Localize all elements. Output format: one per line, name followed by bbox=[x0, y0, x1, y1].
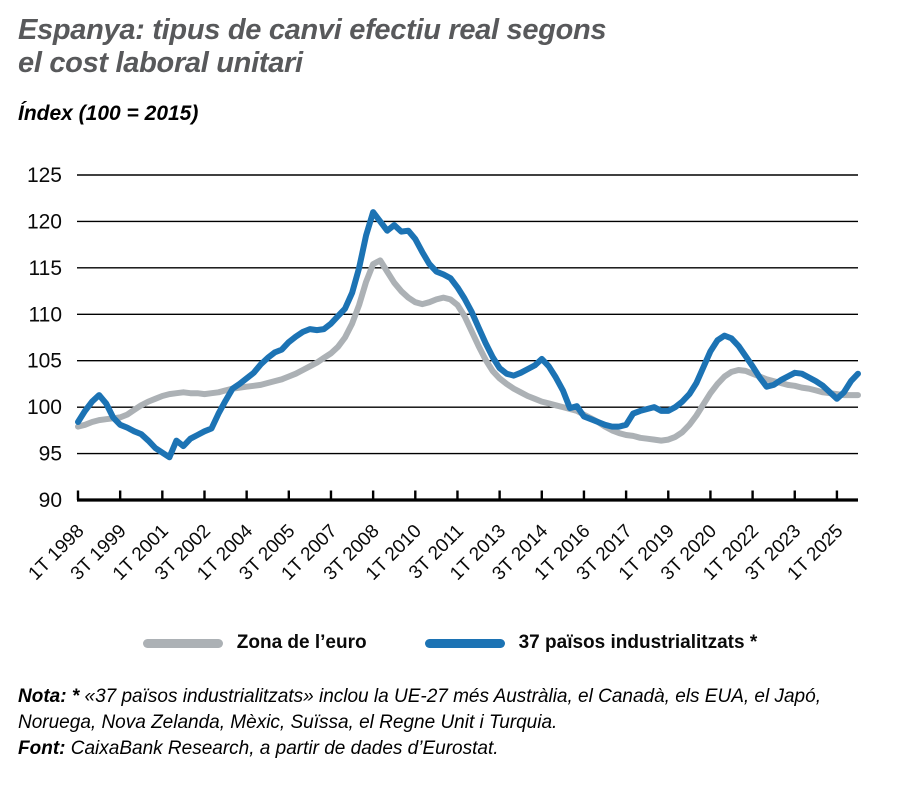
svg-text:105: 105 bbox=[27, 350, 62, 373]
legend-swatch-gray bbox=[142, 638, 223, 648]
legend-item-37-paisos: 37 països industrialitzats * bbox=[424, 632, 758, 654]
chart-title-line-2: el cost laboral unitari bbox=[18, 47, 303, 80]
chart-legend: Zona de l’euro 37 països industrialitzat… bbox=[0, 632, 900, 654]
svg-text:100: 100 bbox=[27, 396, 62, 419]
footnote-note: Nota: * «37 països industrialitzats» inc… bbox=[18, 684, 874, 736]
footnote-note-text: «37 països industrialitzats» inclou la U… bbox=[18, 686, 821, 734]
chart-title-line-1: Espanya: tipus de canvi efectiu real seg… bbox=[18, 14, 607, 46]
chart-title: Espanya: tipus de canvi efectiu real seg… bbox=[18, 14, 838, 80]
chart-footnote: Nota: * «37 països industrialitzats» inc… bbox=[18, 684, 874, 763]
footnote-source-label: Font: bbox=[18, 738, 66, 760]
footnote-source-text: CaixaBank Research, a partir de dades d’… bbox=[65, 738, 499, 760]
chart-subtitle: Índex (100 = 2015) bbox=[18, 102, 199, 125]
legend-swatch-blue bbox=[424, 638, 505, 648]
svg-text:110: 110 bbox=[29, 303, 62, 326]
footnote-source: Font: CaixaBank Research, a partir de da… bbox=[18, 736, 874, 762]
legend-label-37-paisos: 37 països industrialitzats * bbox=[518, 632, 758, 653]
svg-text:95: 95 bbox=[39, 443, 62, 466]
svg-text:125: 125 bbox=[27, 164, 62, 187]
footnote-note-label: Nota: * bbox=[18, 686, 80, 707]
svg-text:115: 115 bbox=[29, 257, 62, 280]
legend-label-zona-euro: Zona de l’euro bbox=[236, 632, 367, 653]
svg-text:120: 120 bbox=[27, 210, 62, 233]
svg-text:90: 90 bbox=[39, 489, 62, 512]
legend-item-zona-euro: Zona de l’euro bbox=[142, 632, 367, 654]
